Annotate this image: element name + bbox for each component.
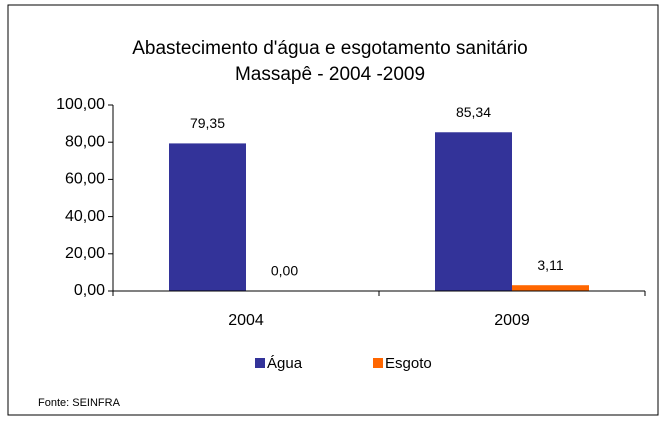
legend-label: Água: [267, 355, 303, 372]
bar: [169, 143, 246, 291]
source-note: Fonte: SEINFRA: [38, 397, 121, 409]
chart-subtitle: Massapê - 2004 -2009: [235, 64, 425, 85]
x-tick-label: 2004: [228, 312, 264, 329]
y-tick-label: 100,00: [56, 96, 105, 113]
legend-swatch: [373, 358, 383, 368]
legend-swatch: [255, 358, 265, 368]
legend-label: Esgoto: [385, 355, 432, 372]
y-tick-label: 80,00: [65, 133, 105, 150]
bar: [512, 285, 589, 291]
data-label: 85,34: [456, 104, 491, 120]
chart-border: [7, 4, 659, 416]
y-tick-label: 60,00: [65, 171, 105, 188]
y-tick-label: 0,00: [74, 282, 105, 299]
y-tick-label: 40,00: [65, 208, 105, 225]
bar: [435, 132, 512, 291]
chart-title: Abastecimento d'água e esgotamento sanit…: [132, 38, 528, 59]
data-label: 79,35: [190, 115, 225, 131]
x-tick-label: 2009: [494, 312, 530, 329]
y-tick-label: 20,00: [65, 245, 105, 262]
data-label: 3,11: [537, 257, 563, 273]
data-label: 0,00: [271, 263, 298, 279]
